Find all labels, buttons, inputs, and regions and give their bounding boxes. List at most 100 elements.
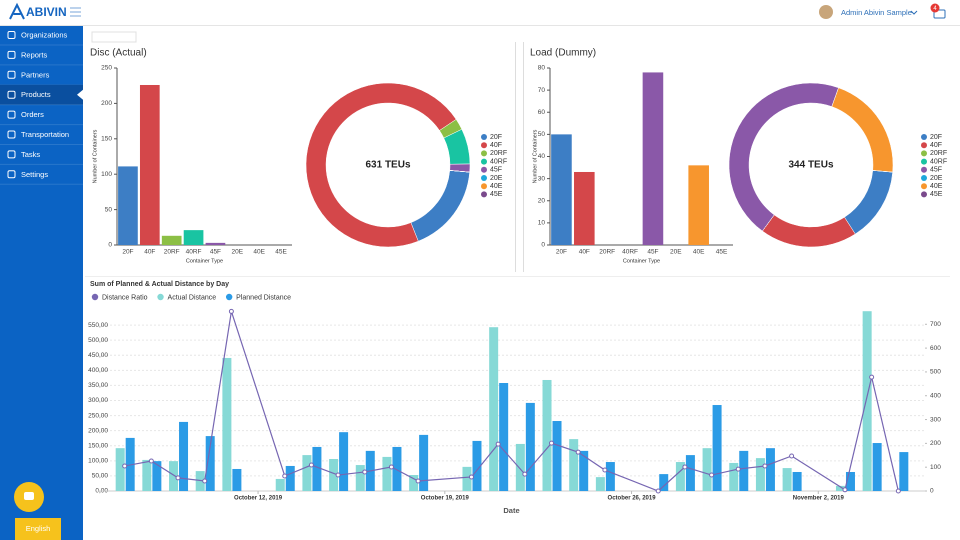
donut-slice <box>410 170 470 242</box>
y-tick-label: 450,00 <box>88 352 108 359</box>
y-axis-label: Number of Containers <box>532 129 538 183</box>
nav-item[interactable]: Organizations <box>21 30 68 39</box>
x-tick-label: 20E <box>232 249 244 256</box>
legend-label[interactable]: 45E <box>490 191 503 198</box>
bar <box>782 468 792 491</box>
bar <box>792 471 802 491</box>
legend-label[interactable]: Actual Distance <box>168 294 217 301</box>
legend-swatch <box>921 191 927 198</box>
nav-icon <box>7 50 16 59</box>
legend-label[interactable]: 40E <box>930 183 943 190</box>
y-tick-label: 200,00 <box>88 427 108 434</box>
legend-swatch <box>921 183 927 190</box>
language-button[interactable] <box>15 518 61 540</box>
x-tick-label: October 26, 2019 <box>608 496 657 502</box>
x-tick-label: 20F <box>122 249 133 256</box>
chart-title: Disc (Actual) <box>90 48 147 59</box>
nav-item[interactable]: Reports <box>21 50 48 59</box>
nav-item[interactable]: Transportation <box>21 130 69 139</box>
user-name[interactable]: Admin Abivin Sample <box>841 8 912 17</box>
legend-label[interactable]: 40E <box>490 183 503 190</box>
x-tick-label: November 2, 2019 <box>793 496 845 502</box>
legend-label[interactable]: 20RF <box>490 150 507 157</box>
legend-label[interactable]: 45F <box>490 167 502 174</box>
donut-center-label: 344 TEUs <box>788 160 833 171</box>
header <box>0 0 960 25</box>
bar <box>688 165 709 245</box>
line-point <box>362 469 368 475</box>
legend-swatch <box>481 134 487 140</box>
y-tick-label: 0 <box>541 242 545 249</box>
bar <box>222 357 232 491</box>
user-caret[interactable] <box>910 10 918 15</box>
sidebar: Organizations Reports Partners Products Orde… <box>0 26 83 540</box>
legend-label[interactable]: 20E <box>490 175 503 182</box>
x-tick-label: 20RF <box>599 249 615 256</box>
legend-label[interactable]: 40RF <box>930 158 947 165</box>
legend-label[interactable]: Planned Distance <box>236 294 291 301</box>
legend-label[interactable]: 45E <box>930 191 943 198</box>
legend-swatch <box>481 166 487 173</box>
legend-label[interactable]: 20F <box>490 134 502 141</box>
legend-label[interactable]: 40F <box>490 142 502 149</box>
legend-swatch <box>921 150 927 157</box>
y-tick-label: 50,00 <box>92 473 109 480</box>
nav-item[interactable]: Products <box>21 90 51 99</box>
bar <box>899 452 909 491</box>
bar <box>729 462 739 491</box>
active-item <box>0 84 83 105</box>
legend-swatch <box>921 142 927 149</box>
x-tick-label: 20F <box>556 249 567 256</box>
x-tick-label: October 19, 2019 <box>421 496 470 502</box>
bar <box>525 402 535 491</box>
y-tick-label: 200 <box>101 100 112 107</box>
legend-label[interactable]: 20RF <box>930 150 947 157</box>
line-point <box>415 478 421 484</box>
bar <box>161 235 182 245</box>
y-tick-label: 80 <box>538 65 546 72</box>
line-point <box>122 463 128 469</box>
x-axis-label: Date <box>503 506 519 515</box>
nav-item[interactable]: Tasks <box>21 150 40 159</box>
bar <box>275 478 285 491</box>
bar <box>205 242 226 245</box>
legend-swatch <box>921 158 927 165</box>
line-point <box>202 478 208 484</box>
line-point <box>148 458 154 464</box>
badge-count: 4 <box>933 6 937 12</box>
bar <box>118 166 138 245</box>
line-point <box>789 453 795 459</box>
legend-label[interactable]: 45F <box>930 167 942 174</box>
notification-icon[interactable] <box>933 9 946 19</box>
bar <box>659 474 669 491</box>
nav-item[interactable]: Settings <box>21 170 48 179</box>
bar <box>285 465 295 491</box>
legend-label[interactable]: 40F <box>930 142 942 149</box>
legend-label[interactable]: Distance Ratio <box>102 294 148 301</box>
nav-item[interactable]: Orders <box>21 110 44 119</box>
nav-item[interactable]: Partners <box>21 70 50 79</box>
bar <box>382 456 392 491</box>
bar <box>739 450 749 491</box>
x-axis-label: Container Type <box>623 258 660 264</box>
legend-label[interactable]: 20E <box>930 175 943 182</box>
y2-tick-label: 200 <box>930 440 941 447</box>
line-point <box>655 488 661 494</box>
menu-toggle[interactable] <box>70 7 81 17</box>
logo: ABIVIN <box>26 5 67 19</box>
nav-icon <box>7 170 16 179</box>
y-tick-label: 20 <box>538 197 546 204</box>
tab[interactable] <box>91 31 137 43</box>
x-tick-label: 40RF <box>622 249 638 256</box>
bar <box>419 434 429 491</box>
logo-icon <box>9 2 25 20</box>
bar <box>862 311 872 491</box>
bar <box>552 421 562 491</box>
language[interactable]: English <box>26 524 51 533</box>
legend-label[interactable]: 40RF <box>490 158 507 165</box>
avatar[interactable] <box>819 5 833 19</box>
legend-label[interactable]: 20F <box>930 134 942 141</box>
y2-tick-label: 100 <box>930 464 941 471</box>
donut-slice <box>305 82 457 248</box>
y2-tick-label: 0 <box>930 488 934 495</box>
